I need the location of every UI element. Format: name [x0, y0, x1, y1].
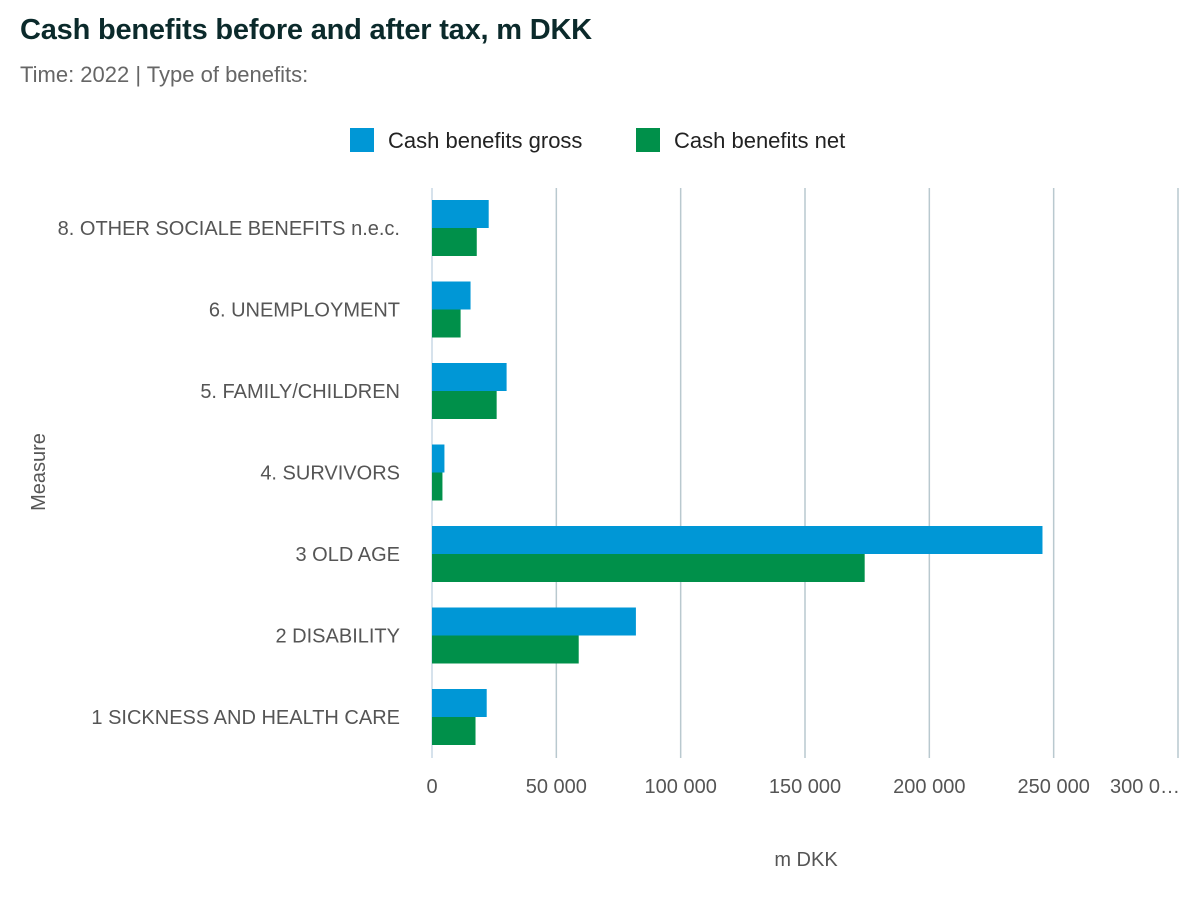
bar-net-3[interactable] [432, 391, 497, 419]
subtitle-type: Type of benefits: [146, 62, 309, 87]
bar-gross-6[interactable] [432, 607, 636, 636]
legend-label: Cash benefits net [674, 128, 845, 153]
bar-gross-4[interactable] [432, 444, 445, 473]
category-label: 8. OTHER SOCIALE BENEFITS n.e.c. [58, 218, 400, 240]
bar-gross-2[interactable] [432, 281, 471, 310]
legend-swatch [350, 128, 374, 152]
bar-net-2[interactable] [432, 309, 461, 338]
bar-gross-5[interactable] [432, 526, 1043, 554]
legend-item-net[interactable]: Cash benefits net [636, 128, 845, 153]
chart-subtitle: Time: 2022 | Type of benefits: [20, 62, 308, 88]
x-tick-label: 100 000 [645, 776, 717, 798]
bar-net-5[interactable] [432, 554, 865, 582]
bar-gross-3[interactable] [432, 363, 507, 391]
category-label: 3 OLD AGE [296, 544, 401, 566]
x-axis-title: m DKK [774, 849, 838, 871]
legend-label: Cash benefits gross [388, 128, 582, 153]
legend-swatch [636, 128, 660, 152]
category-label: 2 DISABILITY [276, 626, 401, 648]
x-tick-label: 200 000 [893, 776, 965, 798]
x-tick-label: 250 000 [1018, 776, 1090, 798]
category-label: 6. UNEMPLOYMENT [209, 300, 400, 322]
x-tick-label: 300 0… [1110, 776, 1180, 798]
category-labels: 8. OTHER SOCIALE BENEFITS n.e.c. 6. UNEMP… [58, 218, 400, 729]
category-label: 5. FAMILY/CHILDREN [200, 381, 400, 403]
bar-gross-1[interactable] [432, 200, 489, 228]
legend[interactable]: Cash benefits gross Cash benefits net [350, 128, 845, 153]
subtitle-time: Time: 2022 [20, 62, 130, 87]
x-tick-label: 150 000 [769, 776, 841, 798]
bars [432, 200, 1043, 745]
bar-net-7[interactable] [432, 717, 476, 745]
subtitle-separator: | [129, 62, 147, 87]
x-tick-label: 50 000 [526, 776, 587, 798]
bar-net-1[interactable] [432, 228, 477, 256]
grid-lines [431, 188, 1179, 758]
bar-net-4[interactable] [432, 472, 443, 501]
bar-gross-7[interactable] [432, 689, 487, 717]
x-tick-label: 0 [426, 776, 437, 798]
bar-net-6[interactable] [432, 635, 579, 664]
y-axis-title: Measure [28, 433, 50, 511]
legend-item-gross[interactable]: Cash benefits gross [350, 128, 582, 153]
chart-title: Cash benefits before and after tax, m DK… [20, 14, 592, 46]
category-label: 4. SURVIVORS [260, 463, 400, 485]
category-label: 1 SICKNESS AND HEALTH CARE [91, 707, 400, 729]
x-tick-labels: 0 50 000 100 000 150 000 200 000 250 000 300 0… [426, 776, 1180, 798]
